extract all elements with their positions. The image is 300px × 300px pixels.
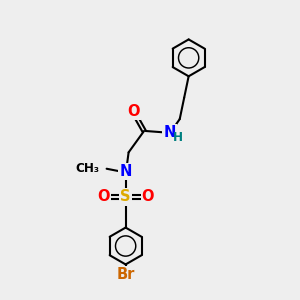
Text: CH₃: CH₃ bbox=[76, 162, 100, 175]
Text: H: H bbox=[173, 131, 183, 144]
Text: N: N bbox=[163, 125, 176, 140]
Text: O: O bbox=[128, 103, 140, 118]
Text: N: N bbox=[119, 164, 132, 179]
Text: O: O bbox=[142, 190, 154, 205]
Text: O: O bbox=[97, 190, 110, 205]
Text: Br: Br bbox=[116, 267, 135, 282]
Text: S: S bbox=[120, 190, 131, 205]
